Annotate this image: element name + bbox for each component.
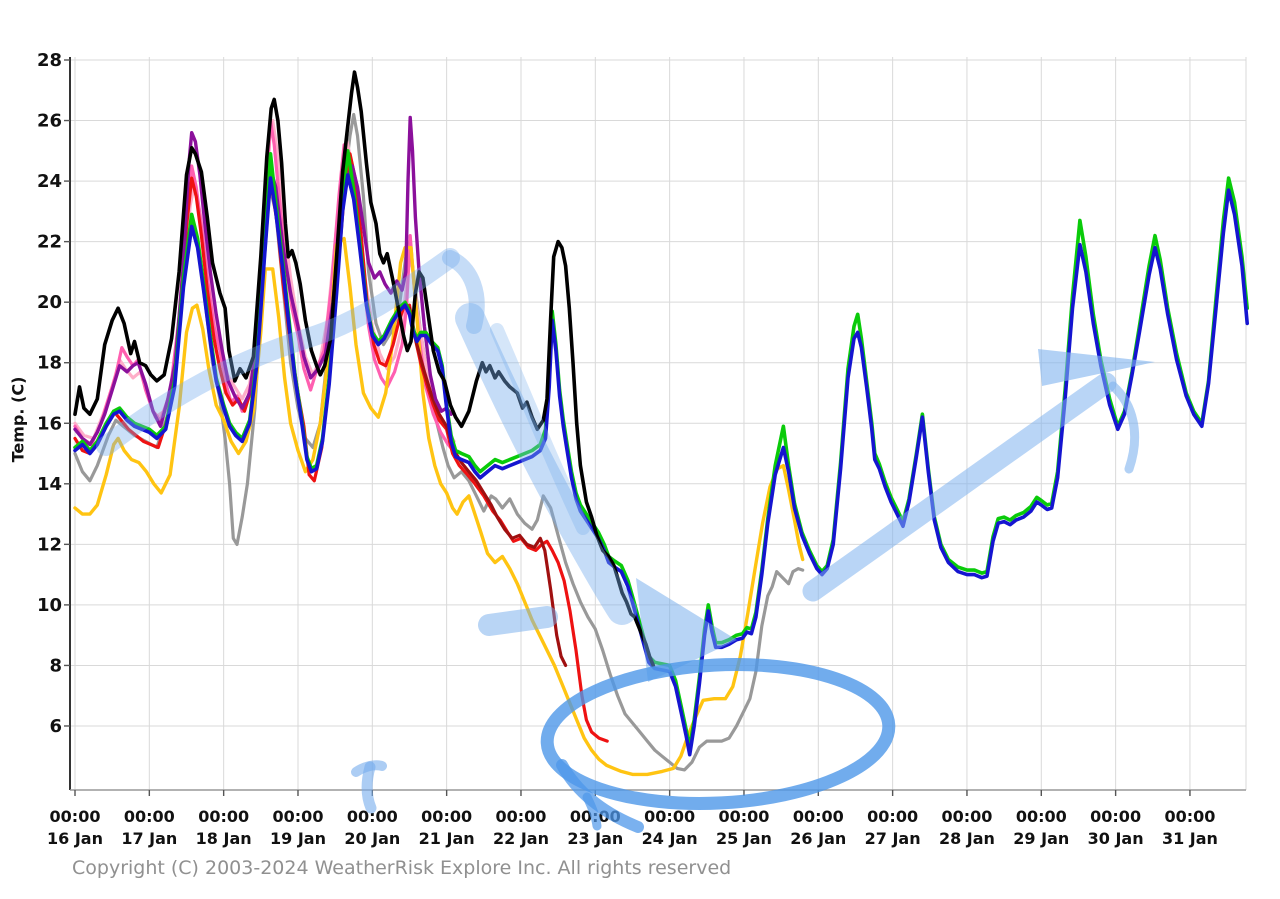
highlight-arrow-down-head: [636, 578, 737, 682]
series-gray-line: [73, 112, 805, 772]
tick-label: 22: [37, 232, 62, 253]
tick-label: 20 Jan: [344, 829, 400, 848]
tick-label: 31 Jan: [1162, 829, 1218, 848]
y-axis-label: Temp. (C): [8, 376, 28, 463]
tick-label: 00:00: [644, 807, 695, 826]
tick-label: 00:00: [793, 807, 844, 826]
highlight-arrow-rising-16-21jan-shaft: [96, 248, 460, 456]
tick-label: 20: [37, 292, 62, 313]
highlight-arrow-rising-26-30jan-flick: [1108, 381, 1140, 474]
highlight-arrow-down-21-24jan-shaft: [455, 303, 637, 625]
tick-label: 00:00: [719, 807, 770, 826]
tick-label: 00:00: [124, 807, 175, 826]
tick-label: 00:00: [941, 807, 992, 826]
tick-label: 00:00: [50, 807, 101, 826]
tick-label: 00:00: [347, 807, 398, 826]
tick-label: 29 Jan: [1013, 829, 1069, 848]
tick-label: 00:00: [1016, 807, 1067, 826]
y-tick-labels: 28 26 24 22 20 18 16 14 12 10 8 6: [37, 50, 62, 737]
series-darkred-line: [407, 306, 568, 667]
tick-label: 16 Jan: [47, 829, 103, 848]
tick-label: 17 Jan: [121, 829, 177, 848]
highlight-arrow-rising-hook: [442, 250, 485, 334]
series-black-line: [73, 70, 656, 668]
hand-drawn-annotations: [96, 248, 1155, 833]
tick-label: 21 Jan: [419, 829, 475, 848]
tick-label: 12: [37, 534, 62, 555]
tick-label: 00:00: [1090, 807, 1141, 826]
highlight-arrow-rising-26-30jan-shaft: [802, 372, 1117, 602]
tick-label: 24 Jan: [642, 829, 698, 848]
tick-label: 28 Jan: [939, 829, 995, 848]
tick-label: 00:00: [1164, 807, 1215, 826]
highlight-tick-20jan-stem: [361, 761, 377, 814]
tick-label: 8: [49, 655, 62, 676]
series-yellow-line: [73, 236, 805, 777]
tick-label: 18: [37, 353, 62, 374]
tick-label: 26: [37, 111, 62, 132]
tick-label: 25 Jan: [716, 829, 772, 848]
highlight-small-blob: [478, 606, 558, 636]
tick-label: 6: [49, 716, 62, 737]
tick-label: 00:00: [198, 807, 249, 826]
tick-label: 18 Jan: [196, 829, 252, 848]
tick-label: 00:00: [867, 807, 918, 826]
highlight-arrow-down-sidestroke: [490, 323, 590, 535]
highlight-circle-minimum: [540, 658, 896, 810]
tick-label: 14: [37, 474, 62, 495]
tick-label: 23 Jan: [567, 829, 623, 848]
copyright-text: Copyright (C) 2003-2024 WeatherRisk Expl…: [72, 857, 732, 879]
axes: [64, 57, 1246, 796]
highlight-arrow-rising-26-30jan-head: [1038, 349, 1155, 386]
tick-label: 00:00: [496, 807, 547, 826]
tick-label: 16: [37, 413, 62, 434]
tick-label: 19 Jan: [270, 829, 326, 848]
tick-label: 00:00: [273, 807, 324, 826]
tick-label: 22 Jan: [493, 829, 549, 848]
tick-label: 30 Jan: [1088, 829, 1144, 848]
highlight-circle-dash: [582, 792, 602, 831]
tick-label: 24: [37, 171, 62, 192]
tick-label: 00:00: [421, 807, 472, 826]
series-purple-line: [73, 115, 453, 447]
tick-label: 26 Jan: [790, 829, 846, 848]
tick-label: 28: [37, 50, 62, 71]
tick-label: 27 Jan: [865, 829, 921, 848]
tick-label: 10: [37, 595, 62, 616]
